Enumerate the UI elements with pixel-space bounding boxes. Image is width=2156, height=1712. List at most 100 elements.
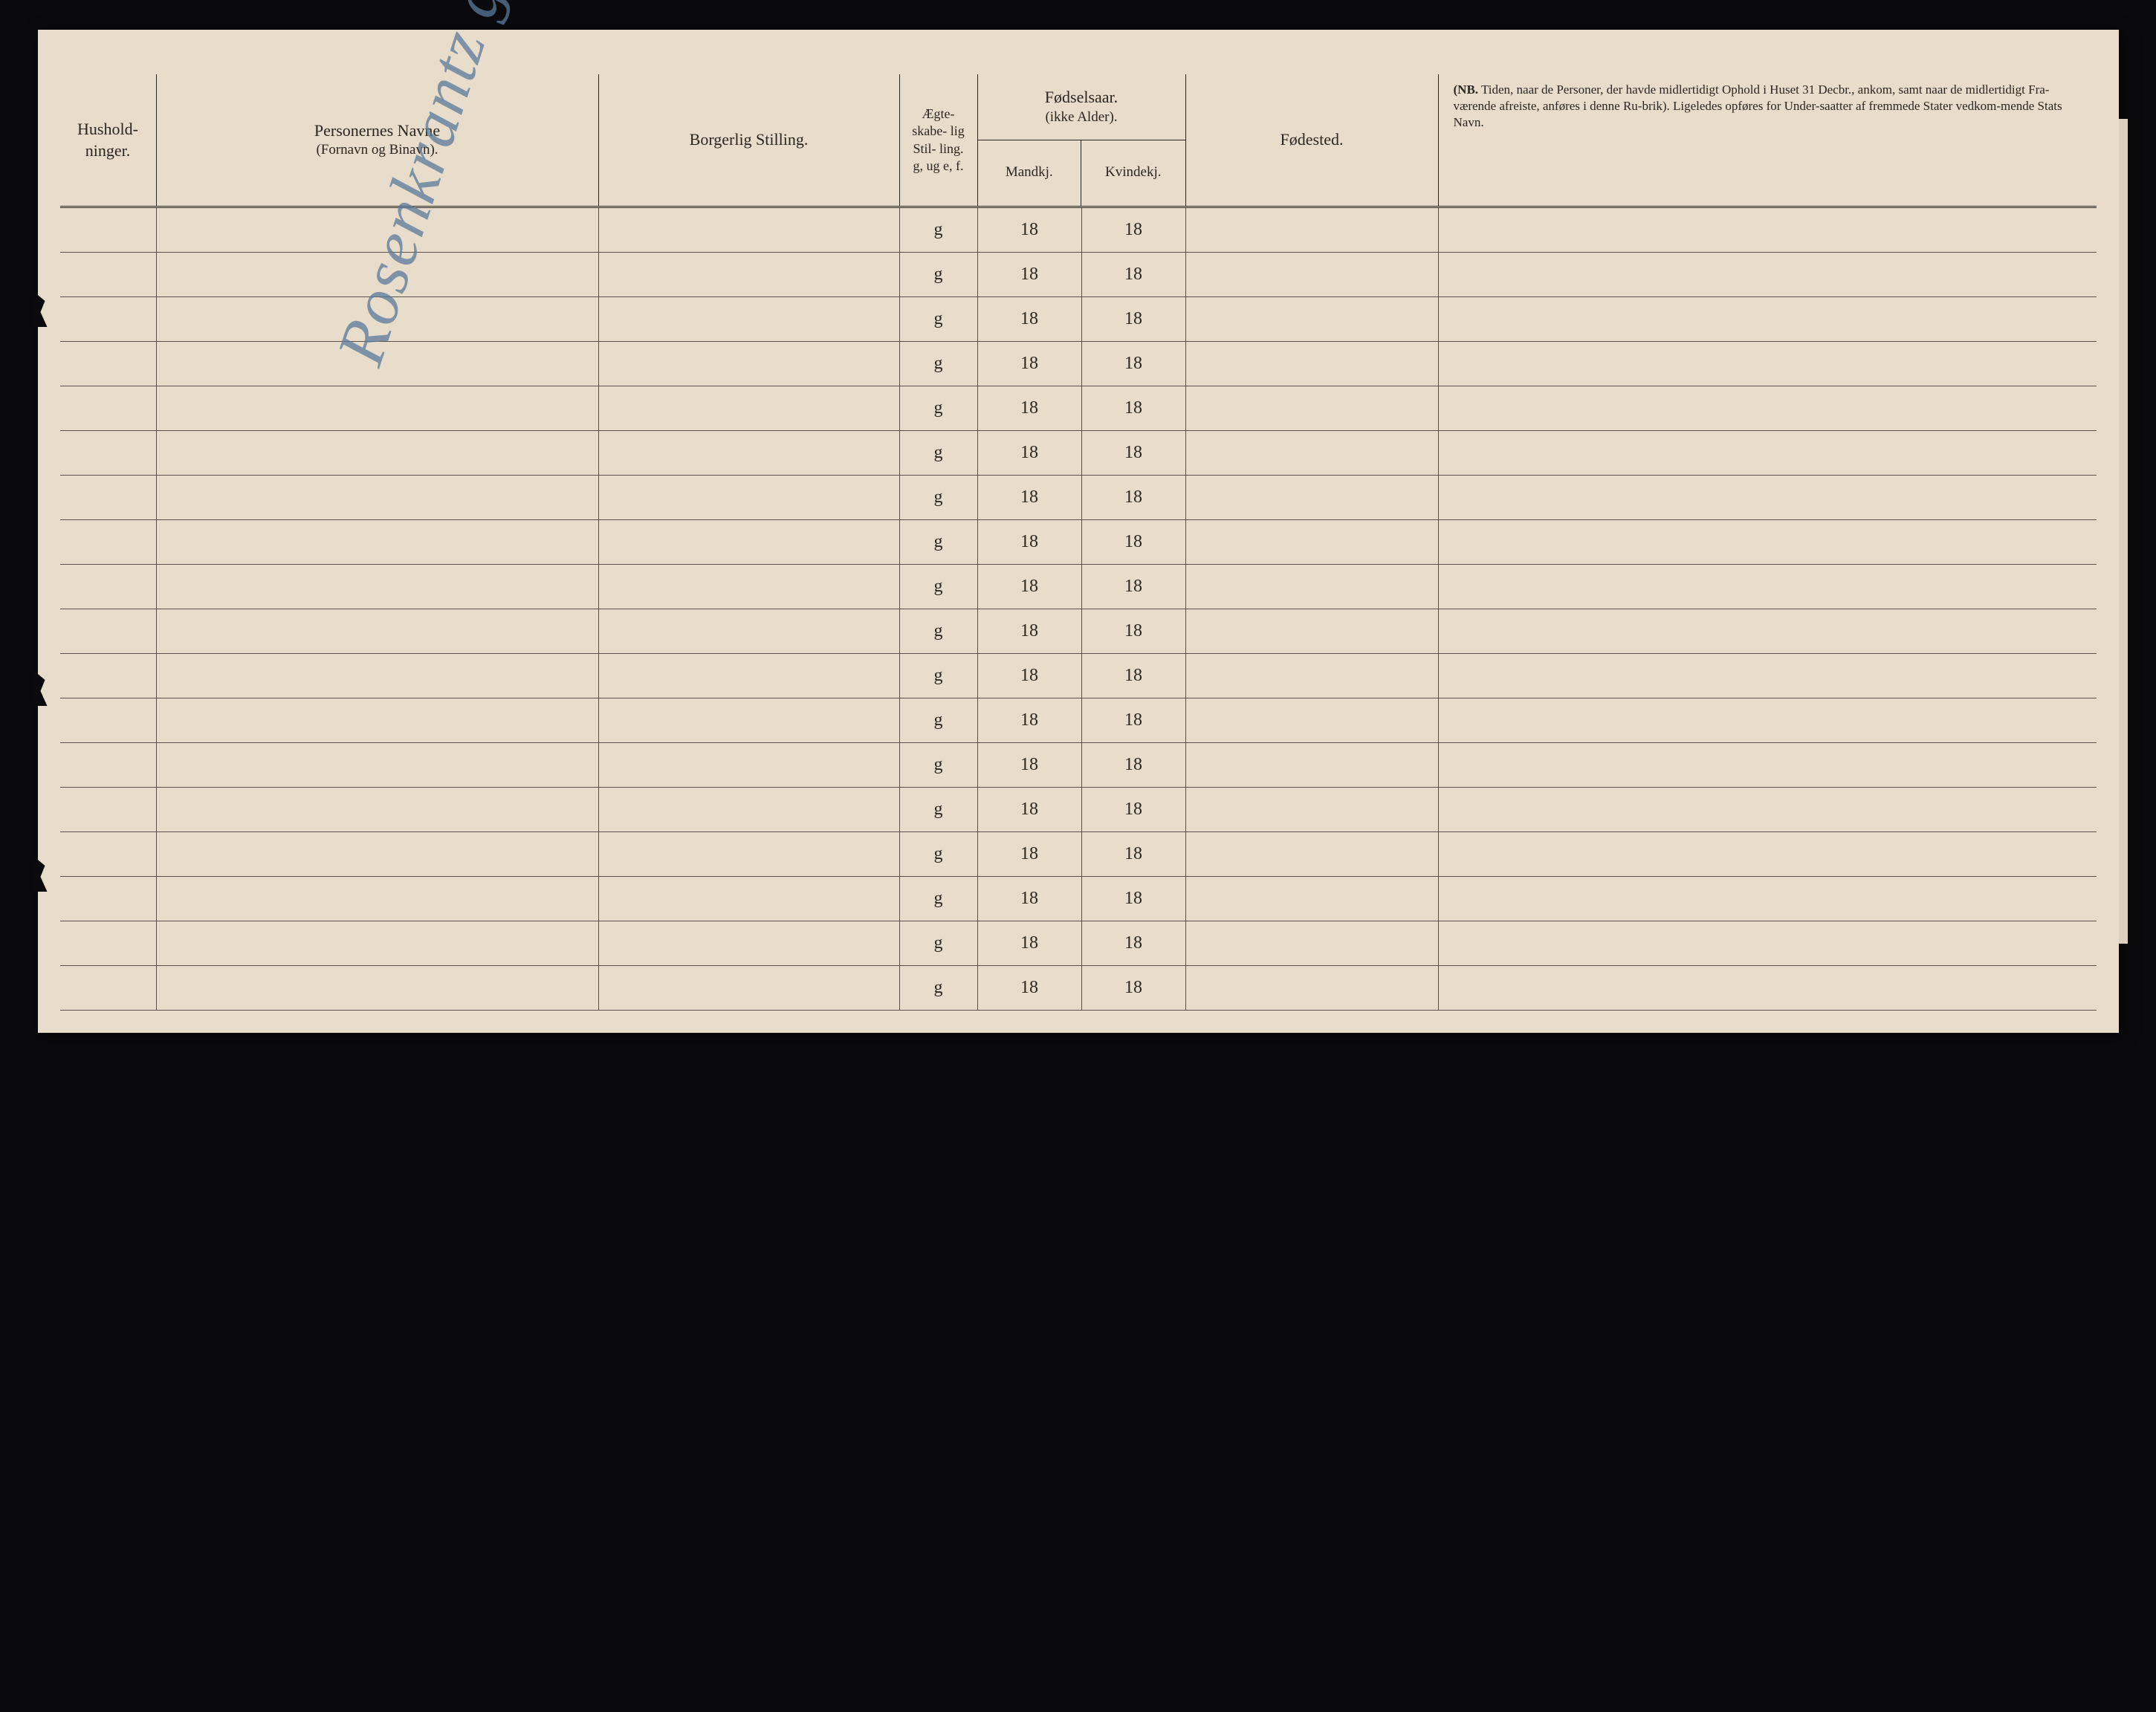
cell-nb xyxy=(1439,476,2097,519)
cell-egte: g xyxy=(900,208,978,252)
cell-egte: g xyxy=(900,877,978,921)
cell-egte: g xyxy=(900,386,978,430)
cell-navne xyxy=(157,654,599,698)
cell-fodested xyxy=(1186,520,1439,564)
cell-navne xyxy=(157,788,599,831)
cell-mandkj: 18 xyxy=(978,253,1082,296)
cell-egte: g xyxy=(900,788,978,831)
cell-kvindekj: 18 xyxy=(1082,386,1186,430)
cell-navne xyxy=(157,877,599,921)
cell-hushold xyxy=(60,208,157,252)
cell-fodested xyxy=(1186,476,1439,519)
cell-mandkj: 18 xyxy=(978,431,1082,475)
cell-egte: g xyxy=(900,565,978,609)
cell-egte: g xyxy=(900,921,978,965)
table-row: g1818 xyxy=(60,788,2097,832)
cell-hushold xyxy=(60,788,157,831)
cell-nb xyxy=(1439,921,2097,965)
cell-fodested xyxy=(1186,565,1439,609)
table-row: g1818 xyxy=(60,386,2097,431)
header-stilling: Borgerlig Stilling. xyxy=(599,74,900,206)
cell-kvindekj: 18 xyxy=(1082,520,1186,564)
header-navne-line1: Personernes Navne xyxy=(314,120,440,142)
cell-egte: g xyxy=(900,743,978,787)
cell-fodested xyxy=(1186,386,1439,430)
cell-nb xyxy=(1439,698,2097,742)
table-row: g1818 xyxy=(60,654,2097,698)
cell-stilling xyxy=(599,788,900,831)
header-fodested-text: Fødested. xyxy=(1281,129,1344,151)
cell-stilling xyxy=(599,253,900,296)
cell-kvindekj: 18 xyxy=(1082,877,1186,921)
rows-container: g1818g1818g1818g1818g1818g1818g1818g1818… xyxy=(60,208,2097,1011)
cell-navne xyxy=(157,698,599,742)
cell-fodested xyxy=(1186,877,1439,921)
cell-nb xyxy=(1439,877,2097,921)
cell-nb xyxy=(1439,743,2097,787)
cell-nb xyxy=(1439,431,2097,475)
header-egte: Ægte- skabe- lig Stil- ling. g, ug e, f. xyxy=(900,74,978,206)
cell-hushold xyxy=(60,297,157,341)
table-row: g1818 xyxy=(60,476,2097,520)
cell-hushold xyxy=(60,609,157,653)
cell-egte: g xyxy=(900,431,978,475)
cell-kvindekj: 18 xyxy=(1082,431,1186,475)
cell-stilling xyxy=(599,342,900,386)
cell-egte: g xyxy=(900,297,978,341)
cell-mandkj: 18 xyxy=(978,743,1082,787)
cell-hushold xyxy=(60,476,157,519)
cell-navne xyxy=(157,520,599,564)
cell-hushold xyxy=(60,654,157,698)
cell-egte: g xyxy=(900,654,978,698)
cell-stilling xyxy=(599,386,900,430)
header-hushold: Hushold- ninger. xyxy=(60,74,157,206)
cell-egte: g xyxy=(900,520,978,564)
table-row: g1818 xyxy=(60,565,2097,609)
cell-mandkj: 18 xyxy=(978,386,1082,430)
cell-egte: g xyxy=(900,698,978,742)
cell-nb xyxy=(1439,520,2097,564)
header-fodsel-top: Fødselsaar. (ikke Alder). xyxy=(978,74,1185,140)
header-hushold-text: Hushold- ninger. xyxy=(66,119,150,161)
cell-hushold xyxy=(60,565,157,609)
cell-nb xyxy=(1439,208,2097,252)
cell-nb xyxy=(1439,386,2097,430)
cell-egte: g xyxy=(900,966,978,1010)
cell-egte: g xyxy=(900,832,978,876)
cell-kvindekj: 18 xyxy=(1082,253,1186,296)
cell-kvindekj: 18 xyxy=(1082,342,1186,386)
cell-nb xyxy=(1439,609,2097,653)
table-row: g1818 xyxy=(60,921,2097,966)
table-row: g1818 xyxy=(60,297,2097,342)
cell-hushold xyxy=(60,966,157,1010)
table-row: g1818 xyxy=(60,431,2097,476)
cell-stilling xyxy=(599,743,900,787)
cell-nb xyxy=(1439,565,2097,609)
cell-mandkj: 18 xyxy=(978,565,1082,609)
cell-hushold xyxy=(60,431,157,475)
cell-fodested xyxy=(1186,788,1439,831)
cell-kvindekj: 18 xyxy=(1082,698,1186,742)
cell-fodested xyxy=(1186,921,1439,965)
cell-mandkj: 18 xyxy=(978,877,1082,921)
torn-edge-decoration xyxy=(32,855,54,892)
cell-navne xyxy=(157,342,599,386)
header-fodested: Fødested. xyxy=(1186,74,1439,206)
cell-hushold xyxy=(60,877,157,921)
cell-fodested xyxy=(1186,966,1439,1010)
cell-mandkj: 18 xyxy=(978,476,1082,519)
cell-fodested xyxy=(1186,743,1439,787)
cell-nb xyxy=(1439,253,2097,296)
table-row: g1818 xyxy=(60,520,2097,565)
nb-label: (NB. xyxy=(1454,82,1479,97)
cell-kvindekj: 18 xyxy=(1082,654,1186,698)
cell-navne xyxy=(157,832,599,876)
cell-nb xyxy=(1439,832,2097,876)
cell-kvindekj: 18 xyxy=(1082,921,1186,965)
cell-stilling xyxy=(599,654,900,698)
table-row: g1818 xyxy=(60,609,2097,654)
cell-stilling xyxy=(599,832,900,876)
cell-stilling xyxy=(599,297,900,341)
cell-mandkj: 18 xyxy=(978,342,1082,386)
cell-stilling xyxy=(599,431,900,475)
